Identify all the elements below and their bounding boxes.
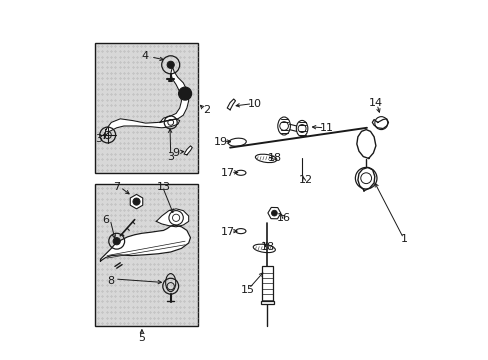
Text: 7: 7 [113, 182, 120, 192]
Bar [260, 301, 273, 304]
Text: 19: 19 [214, 137, 228, 147]
Text: 8: 8 [107, 276, 115, 286]
Polygon shape [104, 119, 179, 139]
Text: 13: 13 [156, 182, 170, 192]
Circle shape [178, 87, 191, 100]
Bar [95, 43, 197, 173]
Polygon shape [357, 167, 374, 191]
Text: 17: 17 [221, 227, 235, 237]
Polygon shape [156, 209, 188, 227]
Polygon shape [227, 99, 235, 110]
Text: 14: 14 [368, 98, 382, 108]
Text: 10: 10 [248, 99, 262, 109]
Bar [261, 266, 272, 302]
Polygon shape [371, 119, 387, 129]
Text: 15: 15 [241, 285, 255, 295]
Text: 12: 12 [298, 175, 312, 185]
Circle shape [133, 198, 140, 205]
Text: 9: 9 [172, 148, 179, 158]
Text: 3: 3 [95, 134, 102, 144]
Text: 18: 18 [267, 153, 282, 163]
Polygon shape [160, 67, 188, 122]
Text: 1: 1 [400, 234, 407, 244]
Text: 3: 3 [167, 152, 174, 162]
Circle shape [271, 210, 277, 216]
Bar [95, 184, 197, 326]
Text: 4: 4 [142, 51, 149, 61]
Text: 2: 2 [203, 105, 210, 115]
Text: 18: 18 [260, 242, 274, 252]
Polygon shape [101, 225, 190, 261]
Text: 6: 6 [102, 215, 109, 225]
Polygon shape [183, 146, 192, 155]
Text: 17: 17 [221, 168, 235, 178]
Text: 5: 5 [138, 333, 145, 343]
Text: 16: 16 [277, 213, 290, 223]
Circle shape [113, 238, 120, 245]
Polygon shape [356, 130, 375, 158]
Circle shape [167, 61, 174, 68]
Text: 11: 11 [320, 123, 334, 133]
